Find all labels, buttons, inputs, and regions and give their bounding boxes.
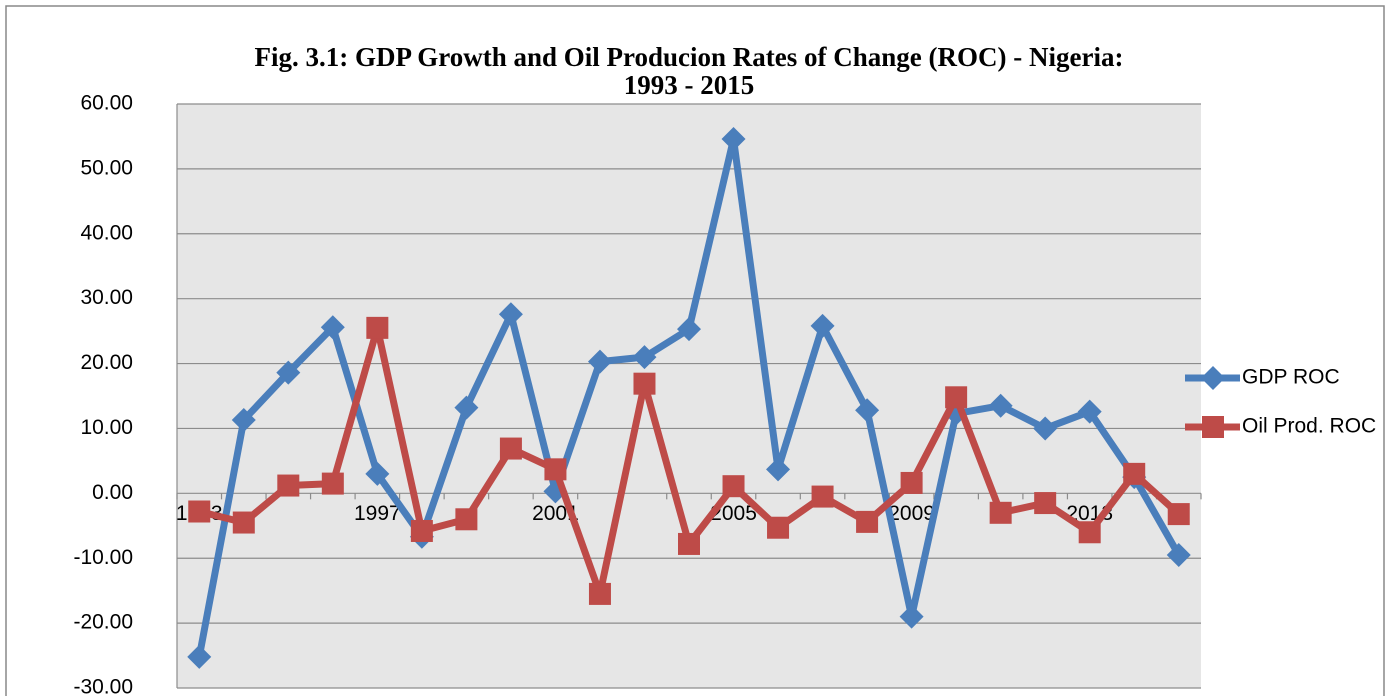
marker bbox=[498, 302, 523, 327]
marker bbox=[588, 582, 611, 605]
marker bbox=[1033, 416, 1058, 441]
y-tick-label: -30.00 bbox=[73, 676, 133, 696]
marker bbox=[811, 485, 834, 508]
marker bbox=[232, 511, 255, 534]
marker bbox=[1167, 503, 1190, 526]
marker bbox=[587, 349, 612, 374]
chart-title: Fig. 3.1: GDP Growth and Oil Producion R… bbox=[255, 42, 1124, 72]
marker bbox=[455, 508, 478, 531]
marker bbox=[810, 313, 835, 338]
marker bbox=[900, 471, 923, 494]
legend-label: Oil Prod. ROC bbox=[1242, 415, 1376, 438]
marker bbox=[277, 474, 300, 497]
marker bbox=[544, 458, 567, 481]
y-tick-label: 50.00 bbox=[80, 156, 133, 179]
marker bbox=[721, 127, 746, 152]
marker bbox=[1078, 521, 1101, 544]
y-tick-label: 30.00 bbox=[80, 286, 133, 309]
marker bbox=[945, 386, 968, 409]
marker bbox=[366, 316, 389, 339]
marker bbox=[1201, 366, 1225, 390]
marker bbox=[632, 345, 657, 370]
marker bbox=[989, 501, 1012, 524]
marker bbox=[855, 398, 880, 423]
y-tick-label: 20.00 bbox=[80, 351, 133, 374]
marker bbox=[187, 644, 212, 669]
y-tick-label: -10.00 bbox=[73, 546, 133, 569]
marker bbox=[499, 437, 522, 460]
marker bbox=[633, 372, 656, 395]
marker bbox=[1123, 462, 1146, 485]
y-tick-label: 10.00 bbox=[80, 416, 133, 439]
marker bbox=[1202, 416, 1224, 438]
x-tick-label: 1997 bbox=[354, 502, 401, 525]
plot-area bbox=[177, 104, 1201, 688]
chart-title: 1993 - 2015 bbox=[624, 70, 755, 100]
x-tick-label: 2009 bbox=[888, 502, 935, 525]
y-tick-label: 40.00 bbox=[80, 221, 133, 244]
marker bbox=[188, 500, 211, 523]
marker bbox=[856, 510, 879, 533]
marker bbox=[1166, 542, 1191, 567]
marker bbox=[722, 475, 745, 498]
y-tick-label: 0.00 bbox=[92, 481, 133, 504]
marker bbox=[1077, 399, 1102, 424]
marker bbox=[766, 457, 791, 482]
marker bbox=[677, 317, 701, 342]
x-tick-label: 2005 bbox=[710, 502, 757, 525]
legend-label: GDP ROC bbox=[1242, 366, 1340, 389]
marker bbox=[767, 516, 790, 539]
marker bbox=[1034, 492, 1057, 515]
marker bbox=[231, 408, 256, 433]
marker bbox=[678, 532, 700, 555]
marker bbox=[276, 360, 301, 385]
marker bbox=[899, 604, 924, 629]
marker bbox=[410, 519, 433, 542]
y-tick-label: 60.00 bbox=[80, 92, 133, 115]
marker bbox=[321, 472, 344, 495]
y-tick-label: -20.00 bbox=[73, 611, 133, 634]
marker bbox=[988, 393, 1013, 418]
marker bbox=[454, 395, 479, 420]
marker bbox=[365, 461, 390, 486]
marker bbox=[320, 315, 345, 340]
